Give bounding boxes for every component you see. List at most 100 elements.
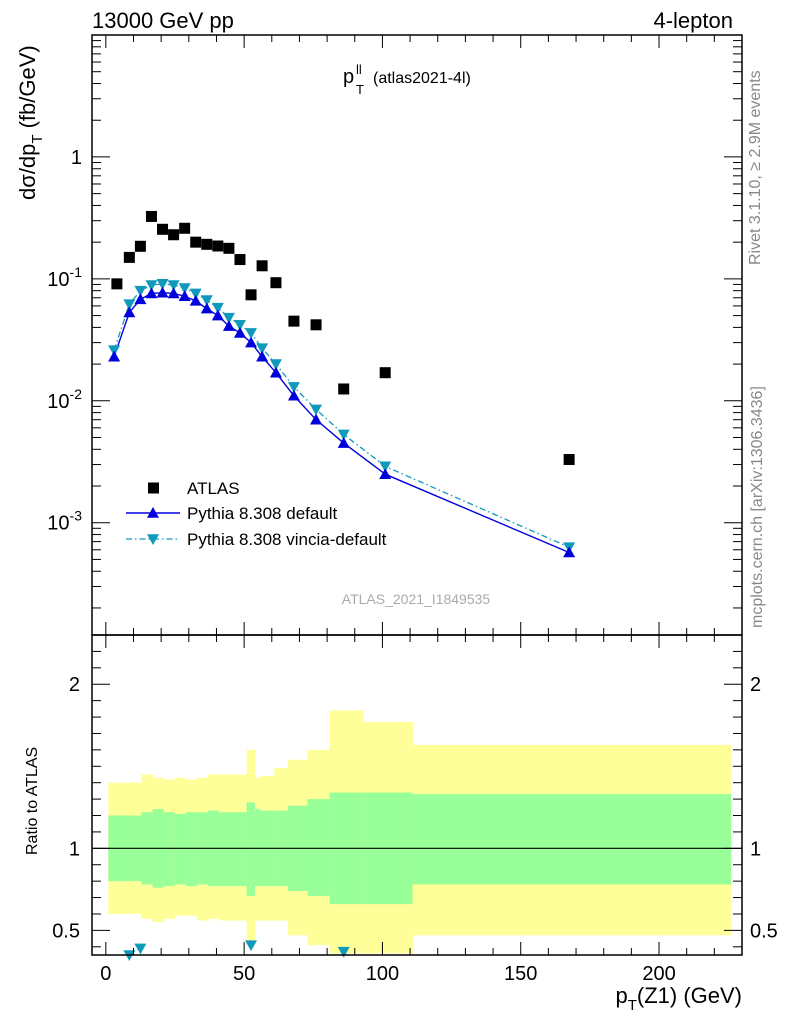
default-point [134,293,147,305]
mcplots-label: mcplots.cern.ch [arXiv:1306.3436] [749,386,766,628]
ratio-tick-label-left: 2 [69,674,80,696]
default-point [245,336,258,348]
atlas-point [338,383,350,395]
svg-text:pT(Z1) (GeV): pT(Z1) (GeV) [615,983,742,1014]
ratio-vincia-point [245,940,258,952]
ratio-vincia-point [337,946,350,958]
ratio-tick-label-right: 0.5 [750,920,778,942]
atlas-point [256,260,268,272]
legend-label: Pythia 8.308 vincia-default [187,530,387,549]
atlas-point [134,240,146,252]
x-tick-label: 100 [366,963,399,985]
default-point [145,287,158,299]
y-tick-label: 10-1 [47,264,82,291]
ylabel-unit: (fb/GeV) [15,45,40,128]
x-tick-label: 150 [504,963,537,985]
ylabel-sub: T [29,134,46,143]
atlas-point [563,454,575,466]
svg-text:dσ/dpT(fb/GeV): dσ/dpT (fb/GeV) [15,45,46,200]
x-tick-label: 200 [642,963,675,985]
y-tick-label: 1 [71,147,82,169]
atlas-point [145,210,157,222]
vincia-point [200,295,213,307]
default-point [167,287,180,299]
default-point [123,306,136,318]
vincia-point [178,283,191,295]
x-tick-label: 50 [233,963,255,985]
main-series [108,210,576,558]
vincia-point [256,343,269,355]
vincia-point [337,429,350,441]
title-main: p [343,66,354,88]
vincia-point [222,312,235,324]
default-point [379,468,392,480]
vincia-point [269,359,282,371]
default-point [222,320,235,331]
x-axis-label: pT(Z1) (GeV) [615,983,742,1014]
vincia-point [167,280,180,292]
inner-band-bin [246,802,256,896]
inner-band-bin [254,808,261,887]
rivet-label: Rivet 3.1.10, ≥ 2.9M events [747,70,764,265]
ratio-tick-label-left: 0.5 [52,920,80,942]
process-label: 4-lepton [653,8,733,33]
atlas-point [245,289,257,301]
inner-band-bin [230,812,242,887]
vincia-point [134,285,147,297]
vincia-point [156,279,169,290]
title-sub: T [356,82,364,97]
analysis-watermark: ATLAS_2021_I1849535 [342,591,491,607]
inner-band-bin [174,813,187,885]
inner-band-bin [241,812,248,887]
inner-band-bin [218,812,231,887]
default-point [563,546,576,558]
vincia-point [211,302,224,314]
default-point [269,366,282,378]
vincia-point [123,299,136,311]
vincia-point [287,382,300,393]
legend-atlas-marker [148,482,159,494]
ratio-vincia-point [134,943,147,955]
axes: 0 50 100 150 200 10-3 10-2 10-1 1 0.5 0.5 1 1 2 2 [47,34,778,985]
ratio-uncertainty-bands [92,710,742,954]
default-point [178,290,191,302]
ratio-frame [91,634,743,956]
xlabel-main: p [615,983,627,1008]
y-tick-label: 10-2 [47,386,82,413]
ratio-y-label: Ratio to ATLAS [24,747,41,855]
atlas-point [223,242,235,254]
default-point [156,286,169,298]
vincia-point [145,280,158,292]
legend-vincia-marker [147,534,159,545]
vincia-line [113,283,570,548]
default-point [108,350,121,362]
title-sup: ll [356,62,362,77]
atlas-point [212,240,224,252]
main-y-label: dσ/dpT (fb/GeV) [15,45,46,200]
default-point [233,326,246,338]
atlas-point [288,315,300,327]
default-point [337,437,350,448]
legend-label: ATLAS [187,479,240,498]
atlas-point [179,222,191,234]
vincia-point [189,288,202,300]
atlas-point [310,319,322,331]
default-point [211,309,224,321]
inner-band-bin [307,799,331,896]
ratio-tick-label-right: 1 [750,838,761,860]
default-point [256,350,269,362]
xlabel-rest: (Z1) (GeV) [637,983,742,1008]
y-tick-label: 10-3 [47,508,82,535]
energy-label: 13000 GeV pp [92,8,234,33]
plot-title: p ll T (atlas2021-4l) [343,62,471,97]
vincia-point [245,328,258,339]
atlas-point [123,251,135,263]
vincia-point [379,461,392,473]
legend: ATLAS Pythia 8.308 default Pythia 8.308 vi… [126,479,387,549]
atlas-point [379,367,391,379]
default-point [200,302,213,314]
x-tick-label: 0 [100,963,111,985]
inner-band-bin [185,812,198,887]
ratio-tick-label-right: 2 [750,674,761,696]
